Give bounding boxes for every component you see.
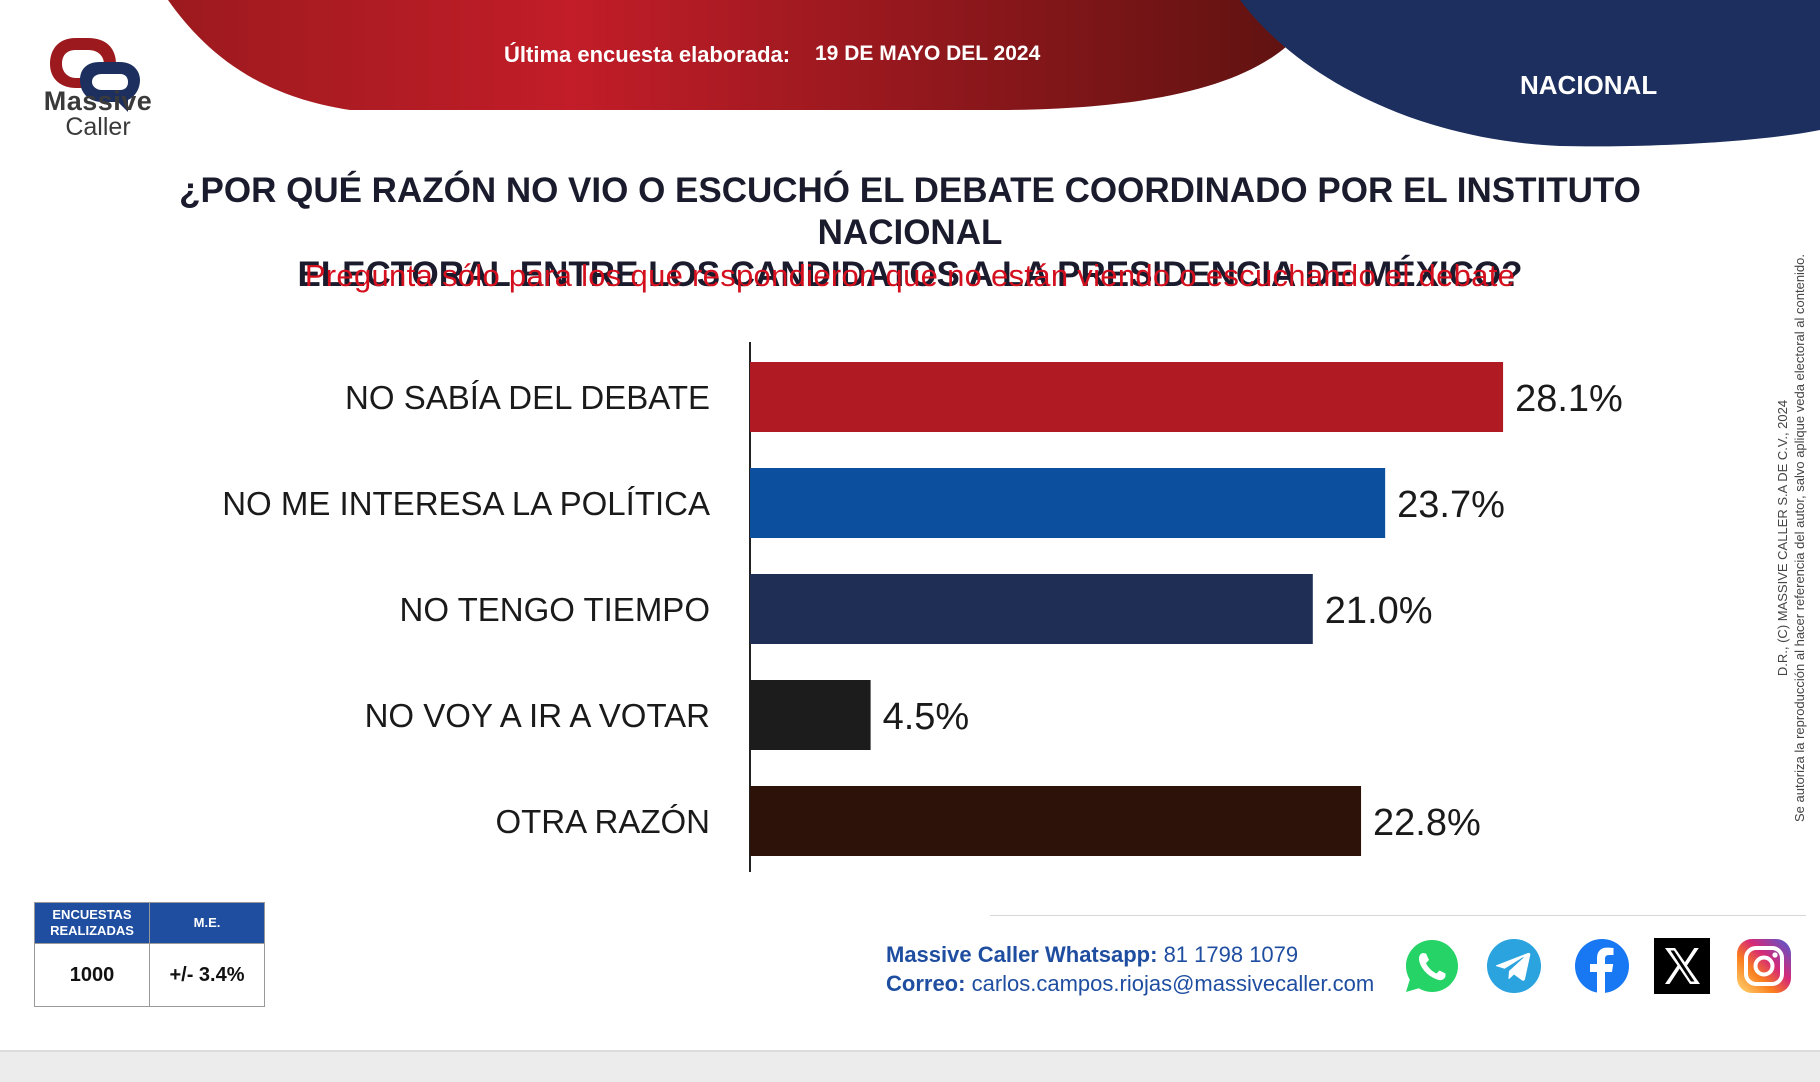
category-label-2: NO ME INTERESA LA POLÍTICA — [222, 485, 710, 522]
question-title: ¿POR QUÉ RAZÓN NO VIO O ESCUCHÓ EL DEBAT… — [90, 170, 1730, 296]
email-line: Correo: carlos.campos.riojas@massivecall… — [886, 969, 1374, 998]
survey-date-label: Última encuesta elaborada: — [504, 42, 791, 67]
email-label: Correo: — [886, 971, 966, 996]
contact-info: Massive Caller Whatsapp: 81 1798 1079 Co… — [886, 940, 1374, 998]
email-address[interactable]: carlos.campos.riojas@massivecaller.com — [971, 971, 1375, 996]
survey-date: 19 DE MAYO DEL 2024 — [815, 42, 1041, 65]
telegram-icon[interactable] — [1484, 936, 1544, 996]
footer-band — [0, 1050, 1820, 1082]
header-banner — [168, 0, 1820, 147]
header-navy-shape — [1240, 0, 1820, 147]
surveys-header-line2: REALIZADAS — [50, 923, 134, 938]
margin-error-value: +/- 3.4% — [149, 943, 265, 1007]
copyright-notice: D.R., (C) MASSIVE CALLER S.A DE C.V., 20… — [1774, 208, 1808, 868]
brand-name-line2: Caller — [65, 113, 131, 141]
bar-3 — [750, 574, 1313, 644]
whatsapp-icon[interactable] — [1402, 936, 1462, 996]
category-label-4: NO VOY A IR A VOTAR — [365, 697, 710, 734]
whatsapp-number[interactable]: 81 1798 1079 — [1163, 942, 1299, 967]
footer-divider — [990, 915, 1806, 916]
x-icon[interactable] — [1652, 936, 1712, 996]
category-label-5: OTRA RAZÓN — [495, 803, 710, 840]
value-label-4: 4.5% — [883, 696, 970, 738]
value-label-3: 21.0% — [1325, 590, 1433, 632]
whatsapp-line: Massive Caller Whatsapp: 81 1798 1079 — [886, 940, 1374, 969]
bar-4 — [750, 680, 871, 750]
question-title-line2: ELECTORAL ENTRE LOS CANDIDATOS A LA PRES… — [297, 255, 1523, 294]
category-label-1: NO SABÍA DEL DEBATE — [345, 379, 710, 416]
bar-1 — [750, 362, 1504, 432]
copyright-line1: D.R., (C) MASSIVE CALLER S.A DE C.V., 20… — [1775, 399, 1790, 677]
value-label-5: 22.8% — [1373, 802, 1481, 844]
margin-error-header: M.E. — [149, 902, 265, 944]
surveys-header-line1: ENCUESTAS — [52, 907, 132, 922]
bar-5 — [750, 786, 1362, 856]
header-red-shape — [168, 0, 1320, 110]
whatsapp-label: Massive Caller Whatsapp: — [886, 942, 1158, 967]
value-label-2: 23.7% — [1397, 484, 1505, 526]
scope-label: NACIONAL — [1520, 70, 1658, 100]
massive-caller-logo — [50, 38, 140, 112]
question-title-line1: ¿POR QUÉ RAZÓN NO VIO O ESCUCHÓ EL DEBAT… — [179, 171, 1641, 252]
survey-stats-table: ENCUESTAS REALIZADAS M.E. 1000 +/- 3.4% — [34, 902, 265, 1007]
surveys-value: 1000 — [34, 943, 150, 1007]
surveys-header: ENCUESTAS REALIZADAS — [34, 902, 150, 944]
value-label-1: 28.1% — [1515, 378, 1623, 420]
question-note: Pregunta sólo para los que respondieron … — [304, 258, 1516, 293]
facebook-icon[interactable] — [1572, 936, 1632, 996]
instagram-icon[interactable] — [1734, 936, 1794, 996]
copyright-line2: Se autoriza la reproducción al hacer ref… — [1792, 253, 1807, 823]
bar-2 — [750, 468, 1386, 538]
brand-name-line1: Massive — [43, 86, 153, 116]
brand-name: Massive Caller — [38, 88, 158, 140]
category-label-3: NO TENGO TIEMPO — [400, 591, 711, 628]
